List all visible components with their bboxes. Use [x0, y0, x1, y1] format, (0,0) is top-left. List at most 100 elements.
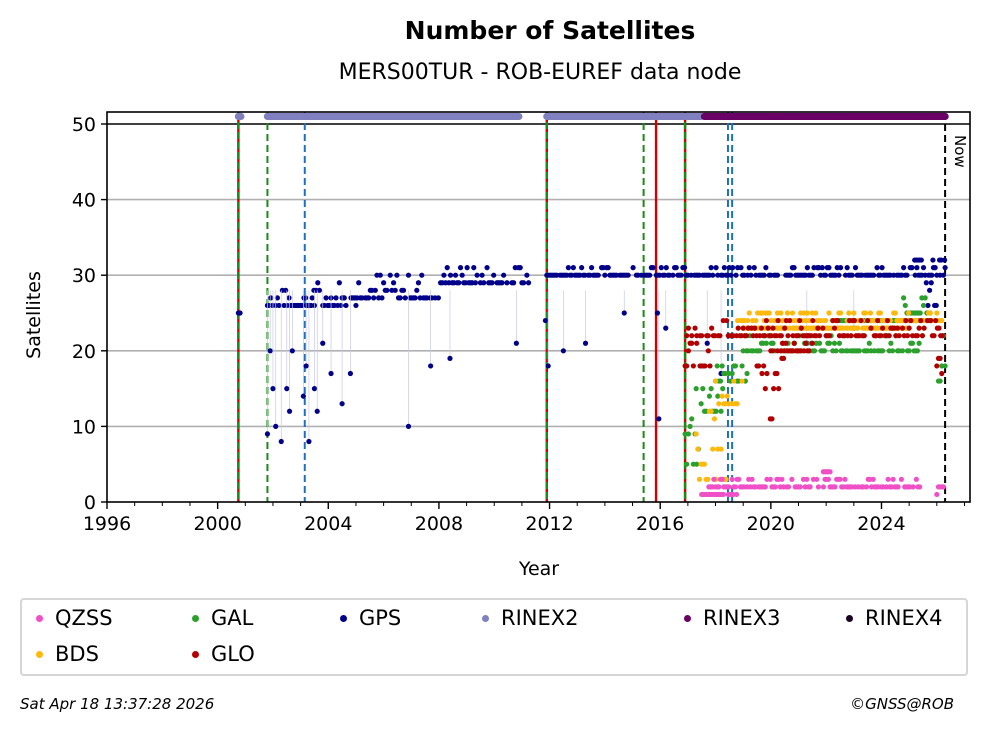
data-point [746, 265, 752, 271]
data-point [711, 416, 718, 422]
data-point [852, 265, 859, 271]
data-point [918, 257, 924, 263]
data-point [684, 461, 690, 467]
data-point [684, 363, 690, 369]
data-point [338, 302, 344, 309]
axes: 0 10 20 30 40 50 1996 2000 2004 2008 2012 2016 2020 2… [72, 111, 971, 535]
data-point [832, 484, 838, 490]
data-point [803, 340, 809, 346]
data-point [720, 386, 726, 392]
data-point [733, 272, 739, 278]
data-point [811, 348, 818, 354]
data-point [718, 408, 724, 414]
data-point [441, 272, 447, 278]
data-point [400, 287, 407, 293]
data-point [906, 325, 912, 331]
data-point [848, 333, 854, 339]
data-point [501, 272, 507, 278]
data-point [813, 310, 819, 316]
data-point [889, 348, 896, 354]
data-point [849, 272, 855, 278]
data-point [762, 333, 768, 339]
data-point [316, 287, 323, 293]
data-point [783, 340, 789, 346]
data-point [821, 348, 828, 354]
data-point [842, 476, 848, 482]
legend-marker-icon [846, 614, 853, 622]
data-point [658, 265, 664, 271]
legend-marker-icon [340, 614, 347, 622]
series-rinex3 [700, 112, 949, 121]
data-point [775, 317, 781, 324]
data-point [762, 386, 768, 392]
data-point [771, 386, 777, 392]
data-point [837, 310, 844, 316]
legend-item-rinex4: RINEX4 [846, 606, 943, 630]
data-point [874, 265, 880, 271]
data-point [770, 325, 776, 331]
data-point [780, 355, 787, 361]
data-point [705, 348, 711, 354]
data-point [865, 317, 871, 324]
data-point [826, 265, 832, 271]
data-point [878, 333, 884, 339]
data-point [237, 112, 245, 121]
data-point [886, 333, 892, 339]
y-tick-label: 10 [72, 416, 96, 438]
legend-label: GAL [211, 606, 254, 630]
data-point [366, 295, 372, 301]
data-point [689, 333, 695, 339]
data-point-outlier [704, 340, 710, 346]
data-point [499, 280, 505, 286]
data-point [392, 287, 398, 293]
data-point [942, 265, 948, 271]
data-point [709, 325, 715, 331]
event-lines [237, 112, 947, 502]
data-point [856, 348, 862, 354]
data-point [804, 310, 810, 316]
data-point [472, 280, 479, 286]
data-point-outlier [270, 386, 276, 392]
data-point [929, 272, 935, 278]
data-point [394, 272, 400, 278]
data-point [402, 295, 408, 301]
data-point [381, 280, 387, 286]
data-point [914, 348, 921, 354]
legend-item-gps: GPS [340, 606, 401, 630]
data-point [341, 295, 347, 301]
data-point [769, 416, 775, 422]
data-point [896, 333, 902, 339]
data-point [444, 265, 450, 271]
data-point [763, 317, 770, 324]
series-gps [235, 257, 948, 445]
data-point [605, 265, 611, 271]
x-tick-label: 2000 [193, 513, 241, 535]
data-point [877, 310, 883, 316]
legend-item-gal: GAL [192, 606, 253, 630]
x-tick-label: 1996 [83, 513, 131, 535]
data-point [831, 340, 838, 346]
data-point [904, 333, 911, 339]
data-point [867, 310, 874, 316]
data-point [814, 476, 820, 482]
data-point [904, 272, 910, 278]
data-point [901, 295, 907, 301]
data-point [715, 393, 721, 399]
data-point [471, 265, 477, 271]
data-point [923, 280, 929, 286]
data-point [525, 280, 532, 286]
legend-label: RINEX3 [703, 606, 781, 630]
data-point [851, 317, 857, 324]
data-point [710, 272, 716, 278]
data-point [937, 378, 943, 384]
data-point [833, 348, 839, 354]
data-point [702, 363, 708, 369]
data-point [595, 272, 601, 278]
data-point [820, 325, 826, 331]
data-point [765, 325, 771, 331]
data-point [914, 265, 920, 271]
data-point [868, 325, 874, 331]
data-point [717, 378, 724, 384]
data-point [323, 295, 329, 301]
data-point-outlier [621, 310, 627, 316]
